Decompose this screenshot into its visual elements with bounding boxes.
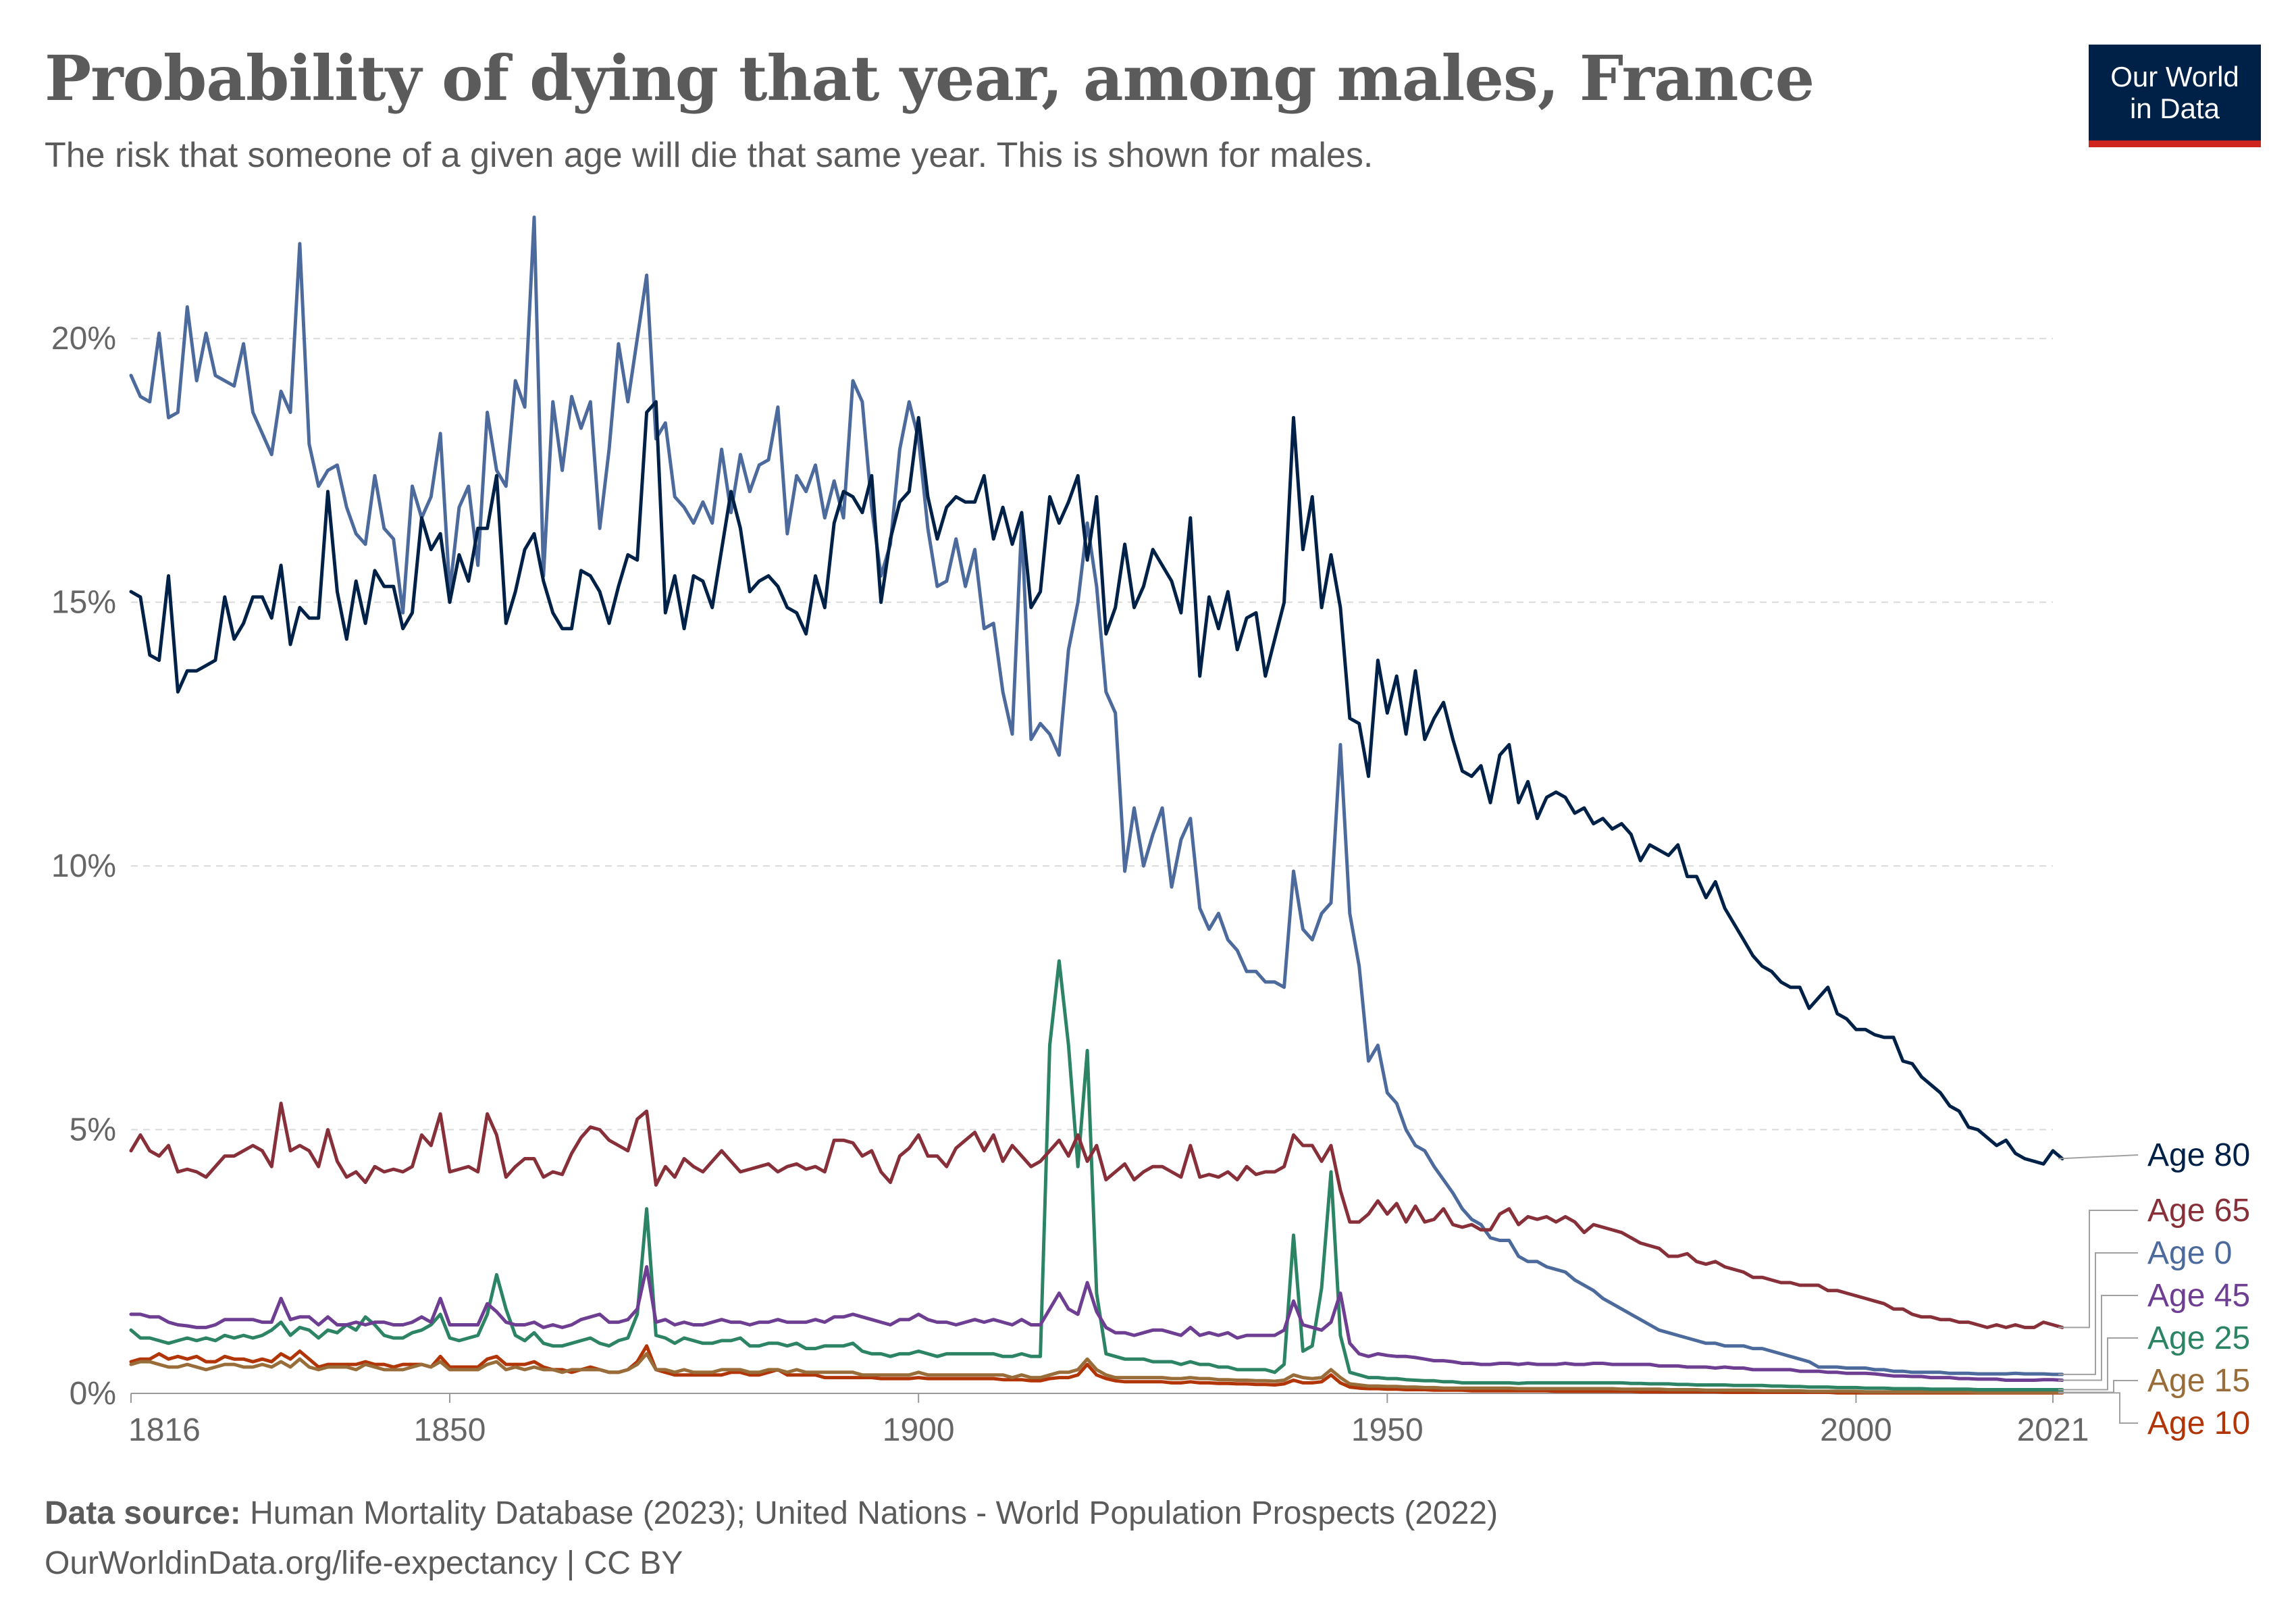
series-line-age-0[interactable]	[129, 215, 2064, 1376]
series-label[interactable]: Age 10	[2147, 1406, 2250, 1441]
series-line-age-80[interactable]	[129, 400, 2064, 1166]
series-label[interactable]: Age 65	[2147, 1193, 2250, 1229]
series-label[interactable]: Age 0	[2147, 1235, 2232, 1271]
series-label[interactable]: Age 80	[2147, 1137, 2250, 1173]
label-leader-line	[2058, 1154, 2139, 1160]
label-leader-line	[2058, 1252, 2138, 1375]
axis-ticks: 0% 5% 10% 15% 20% 1816 1850 1900 1950 2000 2021	[51, 321, 2089, 1448]
label-leader-line	[2058, 1380, 2138, 1393]
series-lines	[129, 215, 2064, 1395]
data-source-text: Human Mortality Database (2023); United …	[250, 1495, 1498, 1531]
label-leader-line	[2058, 1337, 2138, 1391]
series-line-age-45[interactable]	[129, 1265, 2064, 1382]
y-tick-label: 20%	[51, 321, 116, 357]
x-tick-label: 1850	[414, 1412, 486, 1448]
page-title: Probability of dying that year, among ma…	[45, 42, 1815, 115]
series-line-age-10[interactable]	[129, 1344, 2064, 1395]
grid-lines	[131, 338, 2053, 1394]
owid-logo[interactable]: Our World in Data	[2089, 45, 2261, 147]
series-line-age-65[interactable]	[129, 1102, 2064, 1329]
label-leader-line	[2058, 1210, 2138, 1329]
source-url-line[interactable]: OurWorldinData.org/life-expectancy | CC …	[45, 1545, 683, 1581]
data-source-line: Data source: Human Mortality Database (2…	[45, 1495, 1498, 1532]
series-line-age-25[interactable]	[129, 959, 2064, 1391]
x-tick-label: 2021	[2017, 1412, 2089, 1448]
series-label[interactable]: Age 15	[2147, 1363, 2250, 1399]
series-line-age-15[interactable]	[129, 1352, 2064, 1394]
logo-accent-bar	[2089, 140, 2261, 147]
logo-line-1: Our World	[2110, 60, 2239, 93]
y-tick-label: 0%	[70, 1376, 116, 1412]
y-tick-label: 15%	[51, 585, 116, 621]
data-source-label: Data source:	[45, 1495, 241, 1531]
page-subtitle: The risk that someone of a given age wil…	[45, 136, 1374, 175]
x-tick-label: 1816	[128, 1412, 201, 1448]
series-label[interactable]: Age 25	[2147, 1320, 2250, 1356]
series-labels: Age 80 Age 65 Age 0 Age 45 Age 25 Age 15 Age 1…	[2058, 1137, 2250, 1441]
x-tick-label: 2000	[1820, 1412, 1892, 1448]
logo-line-2: in Data	[2129, 93, 2220, 124]
label-leader-line	[2058, 1295, 2138, 1381]
y-tick-label: 5%	[70, 1112, 116, 1148]
series-label[interactable]: Age 45	[2147, 1278, 2250, 1314]
y-tick-label: 10%	[51, 848, 116, 884]
label-leader-line	[2058, 1392, 2138, 1424]
x-tick-label: 1900	[883, 1412, 955, 1448]
x-tick-label: 1950	[1351, 1412, 1424, 1448]
